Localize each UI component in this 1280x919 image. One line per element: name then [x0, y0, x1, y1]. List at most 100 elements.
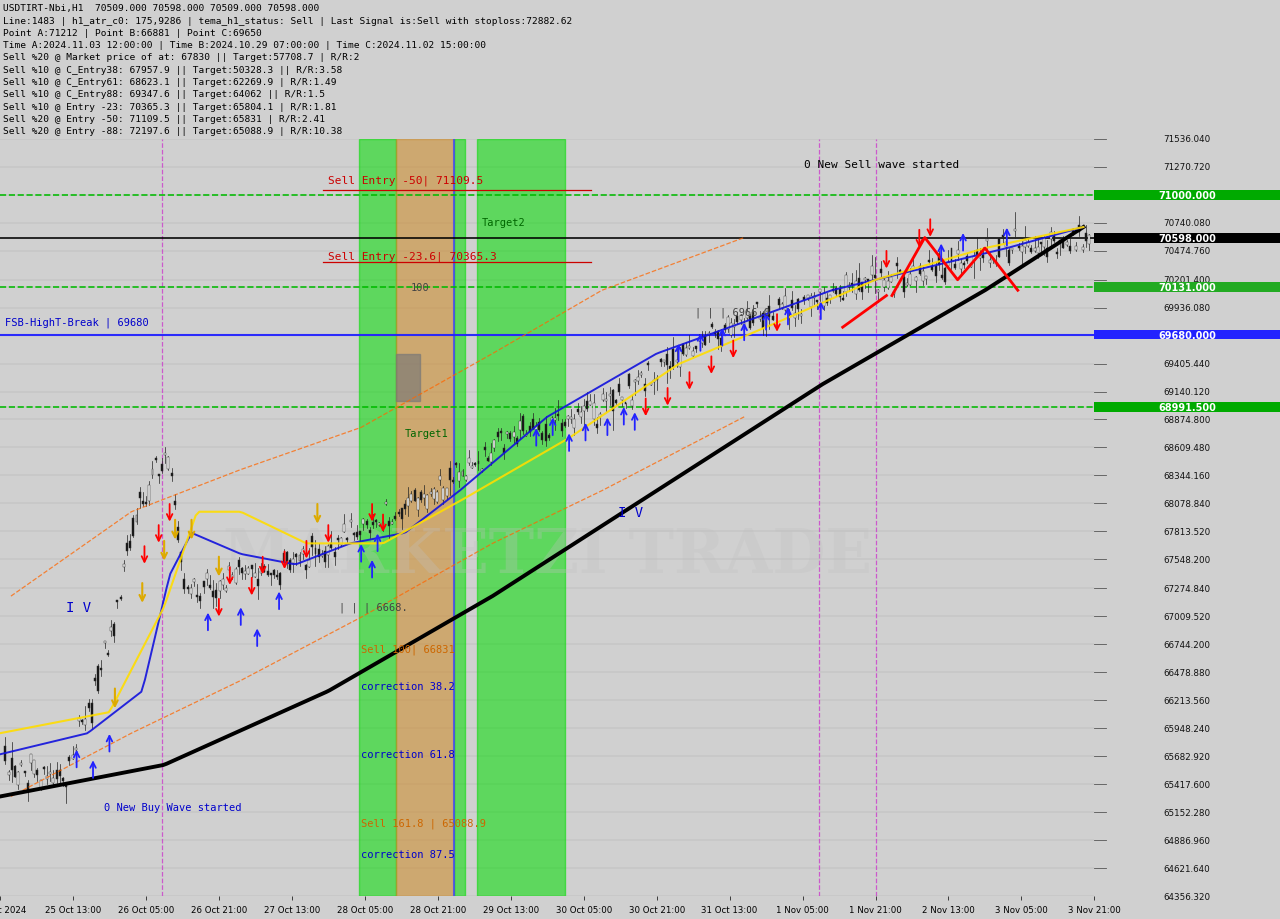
Bar: [554, 419, 557, 421]
Bar: [676, 360, 677, 363]
Bar: [1021, 246, 1023, 253]
Bar: [964, 264, 965, 266]
Bar: [219, 582, 220, 592]
Bar: [381, 523, 384, 528]
Bar: [202, 582, 205, 587]
Bar: [68, 757, 70, 761]
Bar: [772, 316, 773, 321]
Bar: [691, 352, 694, 357]
Bar: [605, 399, 607, 402]
Bar: [582, 406, 585, 412]
Bar: [870, 267, 873, 276]
Bar: [829, 296, 831, 300]
Bar: [183, 579, 186, 590]
Bar: [791, 301, 792, 309]
Bar: [983, 256, 984, 258]
Bar: [1078, 226, 1080, 233]
Bar: [404, 505, 406, 510]
Bar: [561, 424, 563, 432]
Bar: [526, 435, 527, 437]
Bar: [132, 518, 134, 536]
Bar: [93, 678, 96, 681]
Bar: [394, 516, 397, 519]
Bar: [157, 475, 160, 477]
Bar: [129, 542, 131, 549]
Bar: [33, 761, 36, 775]
Bar: [742, 323, 745, 330]
Bar: [113, 624, 115, 637]
Bar: [753, 312, 754, 323]
Bar: [340, 539, 342, 545]
Bar: [289, 561, 291, 570]
Bar: [328, 547, 329, 555]
Bar: [612, 391, 613, 411]
Text: 71270.720: 71270.720: [1164, 164, 1211, 172]
Bar: [221, 579, 224, 585]
Bar: [388, 522, 390, 527]
Bar: [78, 719, 79, 721]
Bar: [890, 278, 892, 282]
Bar: [861, 283, 863, 292]
Bar: [413, 491, 416, 501]
Text: 65682.920: 65682.920: [1164, 752, 1211, 761]
Bar: [1059, 241, 1061, 243]
Bar: [87, 704, 90, 709]
Bar: [887, 281, 888, 289]
Text: | | | 6966.0: | | | 6966.0: [695, 307, 771, 317]
Bar: [436, 493, 438, 502]
Bar: [733, 325, 735, 328]
Bar: [151, 470, 154, 475]
Bar: [84, 719, 86, 725]
Bar: [481, 470, 483, 471]
Bar: [522, 416, 525, 432]
Bar: [618, 384, 620, 392]
Bar: [669, 367, 671, 369]
Text: Target1: Target1: [404, 428, 449, 438]
Bar: [247, 569, 250, 574]
Bar: [608, 394, 611, 396]
Bar: [116, 600, 118, 603]
Bar: [858, 278, 860, 290]
Bar: [142, 502, 143, 505]
Bar: [215, 590, 218, 598]
Bar: [813, 297, 815, 299]
Bar: [298, 556, 301, 562]
Bar: [746, 312, 748, 318]
Bar: [343, 524, 346, 532]
Bar: [360, 531, 361, 536]
Bar: [14, 766, 17, 777]
Bar: [452, 481, 454, 482]
Bar: [563, 422, 566, 426]
Bar: [701, 337, 703, 344]
Bar: [682, 345, 684, 355]
Bar: [27, 784, 29, 792]
Bar: [548, 436, 550, 438]
Bar: [161, 464, 163, 471]
Bar: [148, 485, 150, 501]
Bar: [817, 301, 818, 303]
Bar: [445, 489, 448, 496]
Bar: [1005, 243, 1007, 247]
Bar: [458, 472, 461, 482]
Bar: [74, 748, 77, 750]
Text: 71536.040: 71536.040: [1164, 135, 1211, 144]
Bar: [708, 334, 709, 335]
Bar: [535, 426, 538, 431]
Bar: [392, 522, 393, 525]
Bar: [283, 553, 284, 562]
Bar: [787, 314, 790, 321]
Bar: [1062, 242, 1065, 249]
Bar: [557, 414, 559, 416]
Bar: [138, 493, 141, 498]
Bar: [919, 267, 920, 275]
Text: Sell Entry -23.6| 70365.3: Sell Entry -23.6| 70365.3: [328, 251, 497, 261]
Bar: [902, 278, 905, 293]
Bar: [170, 473, 173, 477]
Bar: [253, 573, 256, 577]
Text: Sell %10 @ C_Entry38: 67957.9 || Target:50328.3 || R/R:3.58: Sell %10 @ C_Entry38: 67957.9 || Target:…: [3, 65, 342, 74]
Text: 68078.840: 68078.840: [1164, 499, 1211, 508]
Bar: [941, 276, 943, 279]
Bar: [398, 513, 399, 515]
Bar: [187, 587, 188, 589]
Bar: [804, 298, 805, 301]
